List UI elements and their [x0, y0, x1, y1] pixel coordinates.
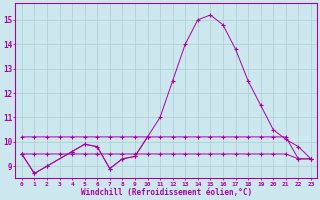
- X-axis label: Windchill (Refroidissement éolien,°C): Windchill (Refroidissement éolien,°C): [81, 188, 252, 197]
